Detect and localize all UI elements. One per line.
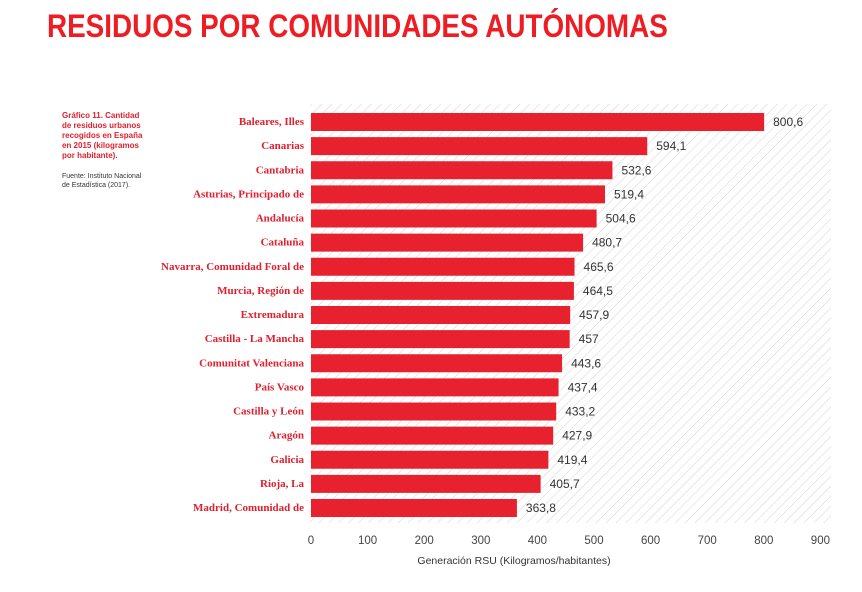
x-tick-label: 900 [811, 535, 830, 547]
category-label: Navarra, Comunidad Foral de [161, 261, 304, 273]
x-tick-label: 100 [358, 535, 377, 547]
bar [311, 137, 648, 156]
value-label: 457,9 [579, 308, 609, 322]
category-label: Aragón [269, 430, 304, 442]
category-label: Extremadura [241, 309, 305, 321]
category-label: Baleares, Illes [239, 116, 305, 128]
bar [311, 233, 584, 252]
value-label: 419,4 [557, 453, 587, 467]
x-tick-label: 0 [308, 535, 314, 547]
source-line: Fuente: Instituto Nacional [62, 173, 142, 180]
x-tick-label: 700 [698, 535, 717, 547]
value-label: 519,4 [614, 187, 644, 201]
category-label: Cantabria [256, 164, 305, 176]
x-tick-label: 600 [641, 535, 660, 547]
value-label: 443,6 [571, 356, 601, 370]
bar [311, 499, 517, 517]
category-label: Galicia [270, 454, 304, 466]
bar [311, 161, 613, 180]
value-label: 800,6 [773, 115, 803, 129]
value-label: 457 [579, 332, 599, 346]
x-tick-label: 400 [528, 535, 547, 547]
category-label: Asturias, Principado de [193, 188, 304, 200]
category-labels: Baleares, Illes Canarias Cantabria Asturias… [161, 116, 305, 514]
bar [311, 209, 597, 228]
value-label: 464,5 [583, 284, 613, 298]
category-label: Madrid, Comunidad de [193, 502, 304, 514]
category-label: Canarias [261, 140, 305, 152]
chart-source: Fuente: Instituto Nacional de Estadístic… [62, 172, 172, 190]
bar [311, 378, 559, 397]
value-label: 480,7 [592, 236, 622, 250]
value-label: 504,6 [606, 212, 636, 226]
x-tick-label: 200 [415, 535, 434, 547]
category-label: Castilla y León [233, 406, 304, 418]
caption-line: en 2015 (kilogramos [62, 141, 139, 150]
value-label: 594,1 [656, 139, 686, 153]
caption-line: de residuos urbanos [62, 121, 141, 130]
value-label: 532,6 [621, 163, 651, 177]
caption-line: Gráfico 11. Cantidad [62, 111, 140, 120]
x-tick-label: 500 [584, 535, 603, 547]
category-label: Castilla - La Mancha [205, 333, 305, 345]
value-label: 427,9 [562, 429, 592, 443]
bar [311, 354, 563, 373]
bar [311, 257, 575, 276]
x-axis-title: Generación RSU (Kilogramos/habitantes) [417, 555, 610, 567]
category-label: Murcia, Región de [217, 285, 304, 297]
bar [311, 113, 765, 131]
caption-line: recogidos en España [62, 131, 143, 140]
bar [311, 306, 571, 324]
x-tick-label: 800 [754, 535, 773, 547]
source-line: de Estadística (2017). [62, 182, 131, 189]
value-label: 433,2 [565, 405, 595, 419]
bar [311, 474, 541, 493]
category-label: País Vasco [255, 381, 305, 393]
bars-group [311, 113, 765, 517]
x-tick-label: 300 [471, 535, 490, 547]
bar [311, 330, 570, 349]
bar [311, 426, 554, 445]
category-label: Andalucía [256, 213, 305, 225]
bar [311, 450, 549, 469]
page-title: RESIDUOS POR COMUNIDADES AUTÓNOMAS [47, 8, 668, 44]
value-label: 405,7 [550, 477, 580, 491]
value-labels: 800,6 594,1 532,6 519,4 504,6 480,7 465,6 464,5… [526, 115, 804, 515]
caption-line: por habitante). [62, 151, 118, 160]
category-label: Comunitat Valenciana [199, 357, 304, 369]
bar [311, 281, 574, 300]
value-label: 437,4 [568, 380, 598, 394]
bar [311, 185, 605, 204]
x-axis-ticks: 0 100 200 300 400 500 600 700 800 900 [308, 535, 830, 547]
chart-caption: Gráfico 11. Cantidad de residuos urbanos… [62, 111, 172, 161]
bar [311, 402, 557, 421]
category-label: Cataluña [261, 237, 305, 249]
category-label: Rioja, La [260, 478, 305, 490]
value-label: 363,8 [526, 501, 556, 515]
value-label: 465,6 [584, 260, 614, 274]
